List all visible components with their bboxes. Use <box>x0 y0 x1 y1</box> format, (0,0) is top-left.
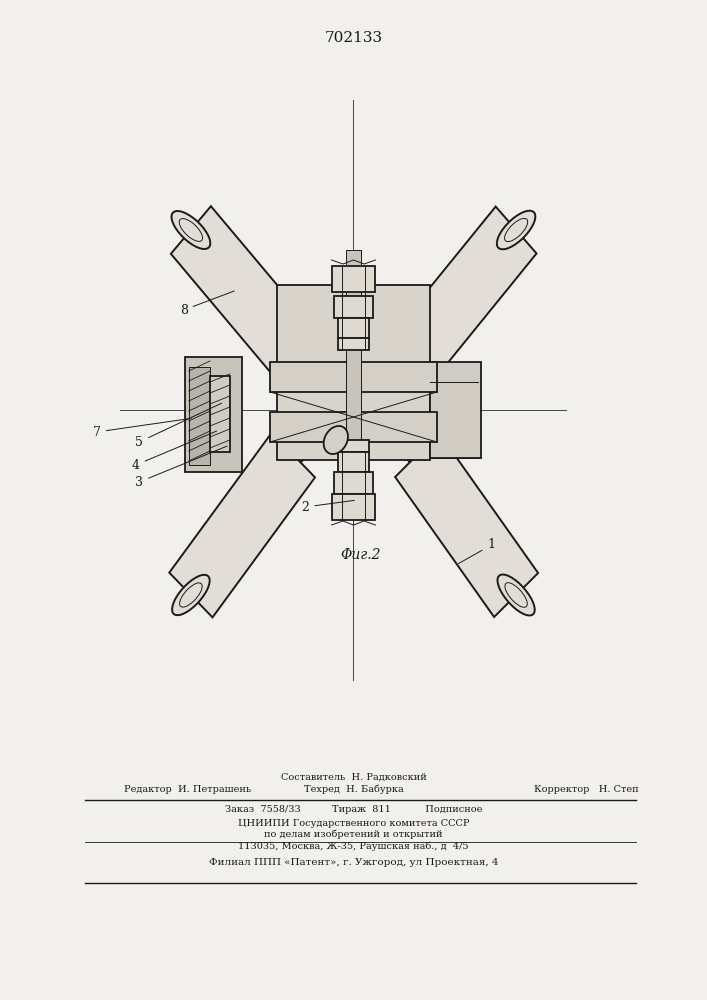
Text: 2: 2 <box>301 500 354 514</box>
Text: Составитель  Н. Радковский: Составитель Н. Радковский <box>281 772 426 782</box>
Bar <box>338 452 369 472</box>
Bar <box>346 250 361 510</box>
Text: 4: 4 <box>132 431 216 472</box>
Text: 7: 7 <box>93 418 191 438</box>
Text: 113035, Москва, Ж-35, Раушская наб., д  4/5: 113035, Москва, Ж-35, Раушская наб., д 4… <box>238 841 469 851</box>
Text: Филиал ППП «Патент», г. Ужгород, ул Проектная, 4: Филиал ППП «Патент», г. Ужгород, ул Прое… <box>209 858 498 867</box>
Ellipse shape <box>274 333 312 371</box>
Bar <box>270 412 437 442</box>
Bar <box>332 266 375 292</box>
Bar <box>338 318 369 338</box>
Ellipse shape <box>497 211 535 249</box>
Bar <box>189 367 210 465</box>
Bar <box>334 472 373 494</box>
Polygon shape <box>397 207 537 375</box>
Ellipse shape <box>172 211 210 249</box>
Bar <box>210 376 230 452</box>
Bar <box>185 357 242 472</box>
Text: ЦНИИПИ Государственного комитета СССР: ЦНИИПИ Государственного комитета СССР <box>238 818 469 828</box>
Polygon shape <box>171 206 313 376</box>
Text: 5: 5 <box>135 403 221 449</box>
Bar <box>334 296 373 318</box>
Text: Редактор  И. Петрашень: Редактор И. Петрашень <box>124 784 251 794</box>
Text: 1: 1 <box>458 538 496 564</box>
Text: Φиг.2: Φиг.2 <box>340 548 381 562</box>
Polygon shape <box>395 433 538 617</box>
Ellipse shape <box>274 435 312 475</box>
Bar <box>338 338 369 350</box>
Bar <box>332 494 375 520</box>
Text: 3: 3 <box>135 446 227 488</box>
Text: 8: 8 <box>180 291 234 316</box>
Ellipse shape <box>324 426 348 454</box>
Ellipse shape <box>172 575 210 615</box>
Bar <box>277 285 430 460</box>
Bar <box>270 362 437 392</box>
Ellipse shape <box>498 575 534 615</box>
Text: по делам изобретений и открытий: по делам изобретений и открытий <box>264 829 443 839</box>
Text: 702133: 702133 <box>325 31 382 45</box>
Ellipse shape <box>399 435 436 475</box>
Polygon shape <box>169 433 315 617</box>
Text: Заказ  7558/33          Тираж  811           Подписное: Заказ 7558/33 Тираж 811 Подписное <box>225 806 482 814</box>
Bar <box>338 440 369 452</box>
Ellipse shape <box>398 333 436 371</box>
Bar <box>430 362 481 458</box>
Text: Техред  Н. Бабурка: Техред Н. Бабурка <box>303 784 404 794</box>
Text: Корректор   Н. Степ: Корректор Н. Степ <box>534 784 638 794</box>
